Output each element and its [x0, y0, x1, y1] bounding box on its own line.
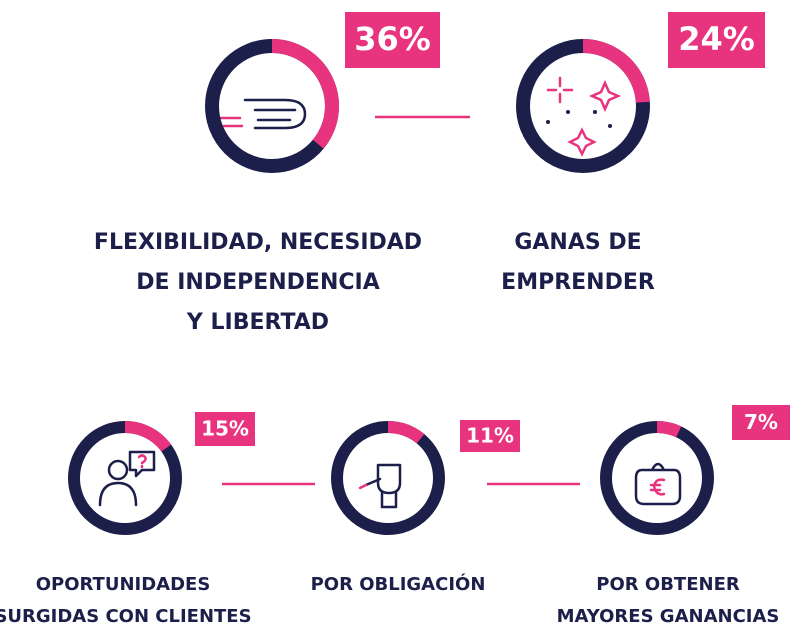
- icon-sparkles: [546, 76, 622, 157]
- category-label: GANAS DE: [514, 230, 641, 255]
- value-box: [345, 12, 440, 68]
- value-box: [668, 12, 765, 68]
- category-label: OPORTUNIDADES: [36, 574, 211, 595]
- icon-wing: [216, 98, 307, 130]
- donut-segment: [124, 421, 172, 452]
- donut-track: [331, 421, 445, 535]
- icon-person: [98, 450, 156, 507]
- value-label: 24%: [678, 20, 755, 58]
- value-box: [732, 405, 790, 440]
- value-label: 7%: [744, 410, 778, 434]
- value-box: [195, 412, 255, 446]
- donut-segment: [387, 421, 425, 444]
- value-label: 36%: [354, 20, 431, 58]
- category-label: DE INDEPENDENCIA: [136, 270, 379, 295]
- donut-track: [600, 421, 714, 535]
- value-box: [460, 420, 520, 452]
- category-label: EMPRENDER: [501, 270, 655, 295]
- icon-purse: [634, 462, 682, 506]
- value-label: 11%: [466, 424, 514, 448]
- icon-fist: [358, 463, 402, 509]
- category-label: MAYORES GANANCIAS: [557, 606, 780, 627]
- category-label: SURGIDAS CON CLIENTES: [0, 606, 252, 627]
- category-label: Y LIBERTAD: [186, 310, 329, 335]
- value-label: 15%: [201, 417, 249, 441]
- category-label: FLEXIBILIDAD, NECESIDAD: [94, 230, 422, 255]
- category-label: POR OBTENER: [596, 574, 740, 595]
- donut-segment: [582, 39, 650, 103]
- donut-segment: [271, 39, 339, 149]
- donut-segment: [656, 421, 682, 438]
- category-label: POR OBLIGACIÓN: [311, 573, 486, 595]
